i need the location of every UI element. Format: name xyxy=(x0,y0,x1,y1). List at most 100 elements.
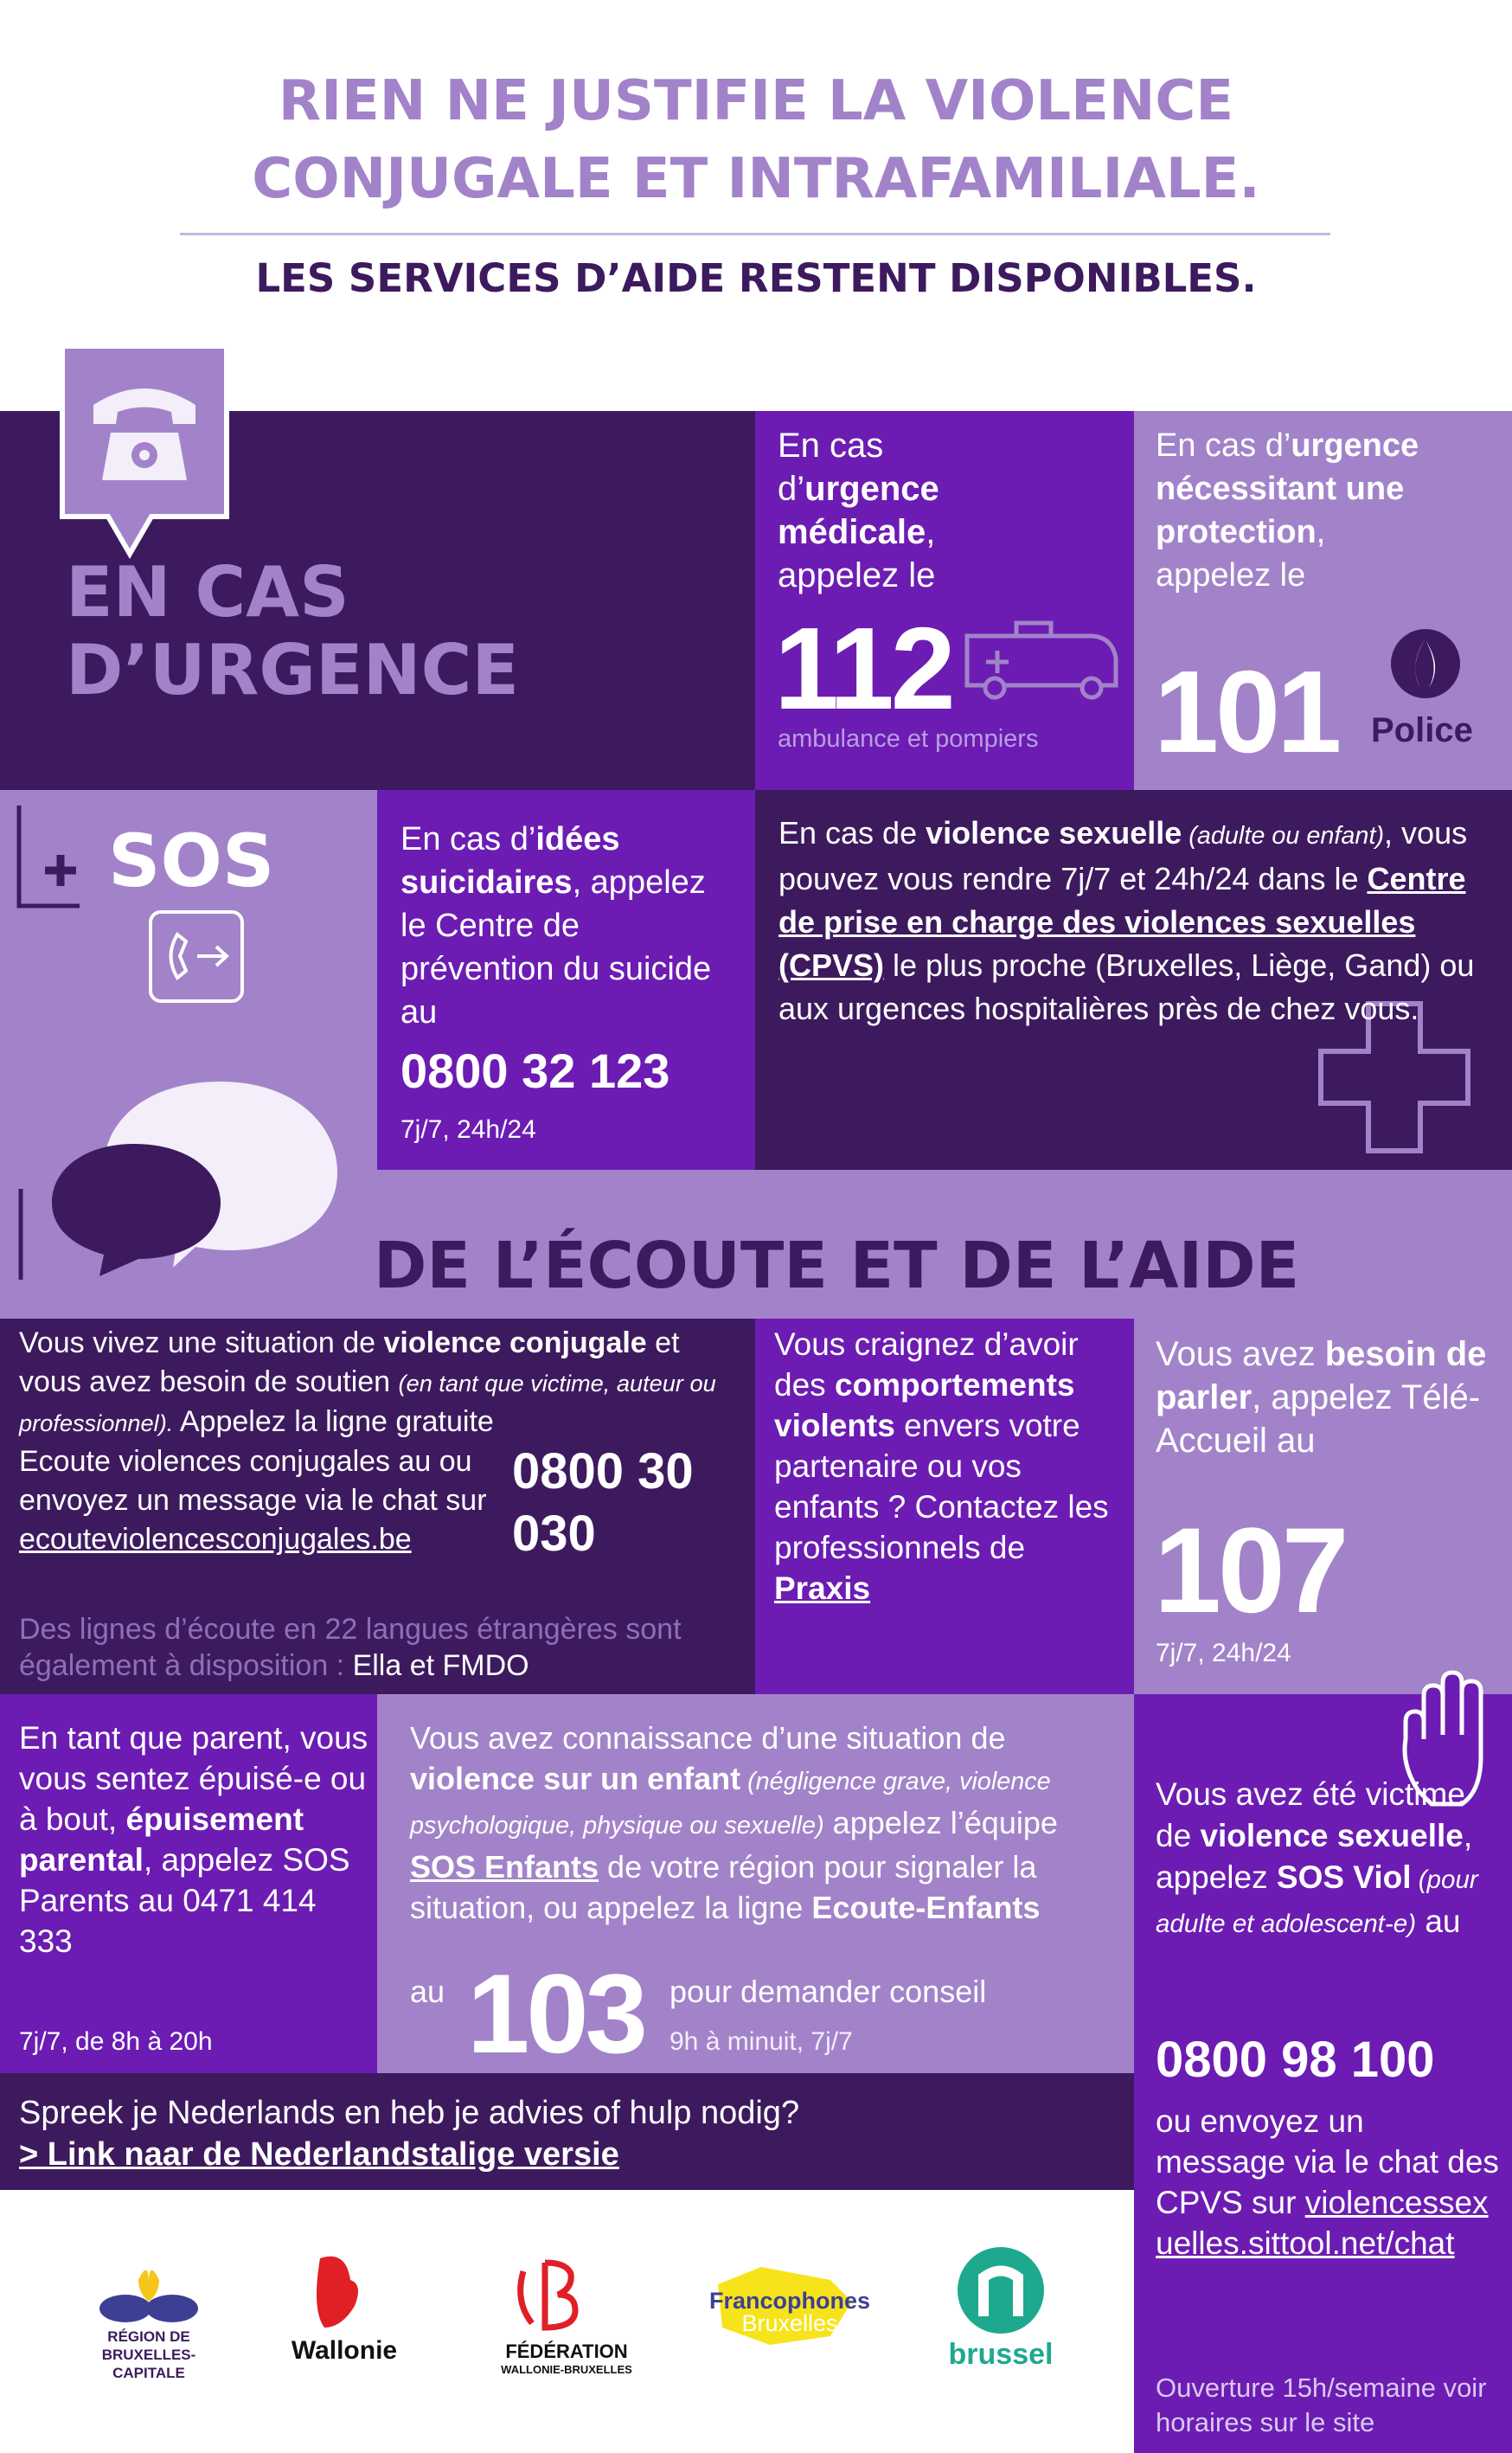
logo-text: FÉDÉRATION xyxy=(505,2341,628,2362)
text: pour demander conseil xyxy=(670,1974,987,2009)
link[interactable]: ecouteviolencesconjugales.be xyxy=(19,1523,412,1556)
text: Appelez la ligne gratuite Ecoute violenc… xyxy=(19,1405,494,1517)
text: besoin de parler xyxy=(1156,1335,1487,1416)
text: Vous avez connaissance d’une situation d… xyxy=(410,1720,1006,1756)
ecoute-heading: DE L’ÉCOUTE ET DE L’AIDE xyxy=(374,1229,1300,1303)
text: En cas d’ xyxy=(778,427,884,508)
logo-federation: FÉDÉRATION WALLONIE-BRUXELLES xyxy=(471,2341,662,2376)
protection-text: En cas d’urgence nécessitant une protect… xyxy=(1156,424,1432,597)
logo-text: BRUXELLES- xyxy=(101,2347,196,2363)
text: urgence médicale xyxy=(778,470,939,551)
text: En cas de xyxy=(778,815,926,851)
caption: ambulance et pompiers xyxy=(778,725,1039,753)
block xyxy=(0,1319,755,1694)
block xyxy=(755,1319,1134,1694)
text: Centre de prise en charge des violences … xyxy=(778,861,1466,983)
text: épuisement parental xyxy=(19,1801,304,1878)
text: (pour adulte et adolescent-e) xyxy=(1156,1865,1478,1938)
ambulance-icon xyxy=(964,620,1118,700)
phone-number: 0800 30 030 xyxy=(512,1443,694,1562)
logo-francophones: Francophones Bruxelles xyxy=(703,2288,876,2336)
phone-out-icon xyxy=(149,910,244,1003)
logo-text: CAPITALE xyxy=(112,2365,185,2381)
block xyxy=(0,1694,377,2073)
phone-number: 103 xyxy=(467,1950,648,2077)
block xyxy=(1134,1319,1512,1694)
text: (adulte ou enfant) xyxy=(1182,822,1385,850)
link[interactable]: Praxis xyxy=(774,1570,871,1606)
block xyxy=(1134,411,1512,790)
logo-region: RÉGION DE BRUXELLES- CAPITALE xyxy=(71,2328,227,2382)
caption: 9h à minuit, 7j/7 xyxy=(670,2027,853,2056)
text: violence sur un enfant xyxy=(410,1761,741,1796)
languages-note: Des lignes d’écoute en 22 langues étrang… xyxy=(19,1611,746,1684)
block xyxy=(377,1694,1134,2073)
logo-marks xyxy=(99,2247,1044,2345)
block xyxy=(0,2073,1134,2190)
medical-text: En cas d’urgence médicale, appelez le xyxy=(778,424,990,597)
text: Vous avez xyxy=(1156,1335,1325,1373)
speech-bubbles xyxy=(18,1082,337,1280)
nl-question: Spreek je Nederlands en heb je advies of… xyxy=(19,2095,800,2131)
phone-number: 0800 98 100 xyxy=(1156,2032,1435,2088)
text: , appelez SOS Parents au 0471 414 333 xyxy=(19,1842,350,1959)
subtitle: LES SERVICES D’AIDE RESTENT DISPONIBLES. xyxy=(255,255,1257,301)
nl-link[interactable]: > Link naar de Nederlandstalige versie xyxy=(19,2136,619,2173)
text: idées suicidaires xyxy=(400,821,620,901)
text: Des lignes d’écoute en 22 langues étrang… xyxy=(19,1613,682,1682)
text: Ella et FMDO xyxy=(352,1649,529,1682)
caption: 7j/7, de 8h à 20h xyxy=(19,2027,213,2056)
text: , vous pouvez vous rendre 7j/7 et 24h/24… xyxy=(778,815,1468,896)
text: ou envoyez un message via le chat des CP… xyxy=(1156,2103,1499,2220)
logo-brussel: brussel xyxy=(948,2338,1054,2371)
heading-line: EN CAS xyxy=(66,552,349,633)
text: et vous avez besoin de soutien xyxy=(19,1326,680,1398)
police-icon xyxy=(1391,629,1460,698)
text: En cas d’ xyxy=(1156,427,1291,464)
text: En tant que parent, vous vous sentez épu… xyxy=(19,1720,368,1837)
conjugale-text: 0800 30 030 Vous vivez une situation de … xyxy=(19,1324,746,1565)
text: En cas d’ xyxy=(400,821,536,857)
block xyxy=(1134,1694,1512,2453)
caption: 7j/7, 24h/24 xyxy=(1156,1639,1291,1667)
caption: 7j/7, 24h/24 xyxy=(400,1115,536,1144)
phone-card xyxy=(60,344,229,559)
text: , appelez le xyxy=(778,513,936,594)
hours: Ouverture 15h/semaine voir horaires sur … xyxy=(1156,2373,1487,2437)
text: (en tant que victime, auteur ou professi… xyxy=(19,1370,716,1436)
title: RIEN NE JUSTIFIE LA VIOLENCE CONJUGALE E… xyxy=(0,62,1512,218)
text: au xyxy=(410,1974,445,2009)
text: violence sexuelle xyxy=(1200,1818,1464,1853)
phone-number: 0800 32 123 xyxy=(400,1043,670,1098)
text: violence sexuelle xyxy=(926,815,1182,851)
heading-line: D’URGENCE xyxy=(66,630,519,710)
text: urgence nécessitant une protection xyxy=(1156,427,1419,550)
text: SOS Viol xyxy=(1276,1859,1412,1895)
block xyxy=(755,790,1512,1170)
text: violence conjugale xyxy=(383,1326,647,1359)
link[interactable]: violencessexuelles.sittool.net/chat xyxy=(1156,2185,1489,2261)
text: envers votre partenaire ou vos enfants ?… xyxy=(774,1408,1109,1565)
logo-text: WALLONIE-BRUXELLES xyxy=(501,2363,632,2376)
sos-viol-text: Vous avez été victime de violence sexuel… xyxy=(1156,1774,1502,1945)
text: Vous avez été victime de xyxy=(1156,1776,1465,1853)
text: , appelez le Centre de prévention du sui… xyxy=(400,864,712,1031)
title-line: CONJUGALE ET INTRAFAMILIALE. xyxy=(252,147,1260,211)
logo-text: Francophones xyxy=(708,2288,871,2314)
parents-text: En tant que parent, vous vous sentez épu… xyxy=(19,1718,369,1962)
urgence-heading: EN CAS D’URGENCE xyxy=(66,554,519,710)
text: de votre région pour signaler la situati… xyxy=(410,1849,1037,1925)
logo-wallonie: Wallonie xyxy=(291,2336,398,2365)
text: appelez l’équipe xyxy=(823,1805,1058,1840)
tele-accueil-text: Vous avez besoin de parler, appelez Télé… xyxy=(1156,1332,1497,1462)
sos-corner xyxy=(16,806,80,909)
enfants-text: Vous avez connaissance d’une situation d… xyxy=(410,1718,1119,1928)
divider xyxy=(180,233,1330,235)
text: Vous vivez une situation de xyxy=(19,1326,384,1359)
cross-icon xyxy=(1318,1001,1470,1153)
block xyxy=(755,411,1134,790)
logo-text: Bruxelles xyxy=(741,2310,838,2336)
